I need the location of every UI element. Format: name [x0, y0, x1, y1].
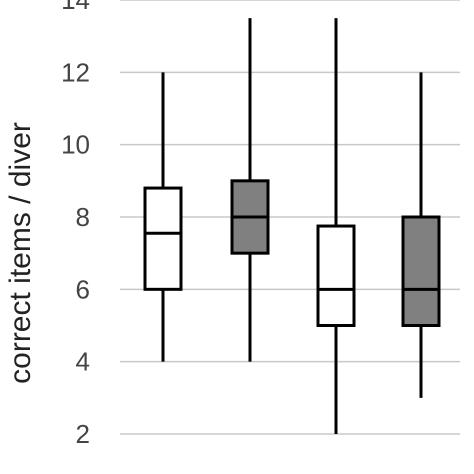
y-tick-label: 8 — [76, 202, 90, 232]
y-tick-label: 14 — [61, 0, 90, 15]
y-tick-label: 10 — [61, 130, 90, 160]
box-plot-2 — [230, 18, 270, 362]
y-tick-label: 2 — [76, 419, 90, 449]
iqr-box — [316, 224, 356, 328]
y-tick-labels: 2 4 6 8 10 12 14 — [61, 0, 90, 449]
y-axis-title: correct items / diver — [4, 122, 37, 384]
boxes — [143, 18, 441, 434]
box-plot-4 — [401, 72, 441, 398]
iqr-box — [143, 186, 183, 291]
box-plot-3 — [316, 18, 356, 434]
y-tick-label: 12 — [61, 57, 90, 87]
y-tick-label: 6 — [76, 274, 90, 304]
box-plot-1 — [143, 72, 183, 362]
y-tick-label: 4 — [76, 347, 90, 377]
iqr-box — [401, 215, 441, 327]
